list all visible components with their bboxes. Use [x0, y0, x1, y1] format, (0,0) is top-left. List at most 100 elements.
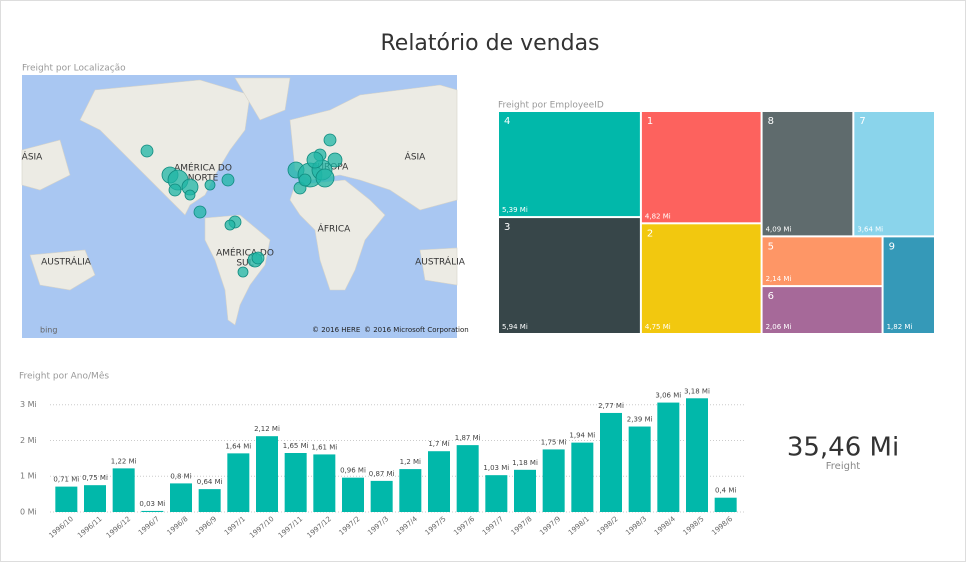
- bar-value-label: 0,4 Mi: [715, 487, 736, 495]
- tile-value: 5,94 Mi: [502, 323, 528, 331]
- bar-value-label: 0,71 Mi: [53, 476, 79, 484]
- bar-value-label: 1,64 Mi: [225, 442, 251, 450]
- bar: [112, 468, 135, 512]
- location-bubble: [221, 173, 235, 187]
- map-logo: bing: [40, 326, 57, 335]
- treemap-tile: [641, 112, 761, 223]
- location-bubble: [315, 168, 335, 188]
- y-tick-label: 1 Mi: [20, 472, 37, 481]
- map-label: ÁFRICA: [318, 223, 352, 235]
- bar-value-label: 0,64 Mi: [197, 478, 223, 486]
- tile-value: 5,39 Mi: [502, 206, 528, 214]
- tile-value: 2,14 Mi: [766, 275, 792, 283]
- bar: [428, 451, 450, 512]
- bar-value-label: 0,03 Mi: [139, 500, 165, 508]
- y-tick-label: 3 Mi: [20, 400, 37, 409]
- card-label: Freight: [826, 461, 861, 472]
- location-bubble: [224, 219, 236, 231]
- bar: [686, 398, 708, 512]
- bar: [141, 510, 164, 512]
- treemap-tile: [883, 237, 934, 333]
- tile-label: 9: [889, 241, 895, 252]
- map-label: AUSTRÁLIA: [41, 256, 92, 268]
- bar: [456, 445, 479, 512]
- map-label: ÁSIA: [22, 151, 44, 163]
- bar: [600, 412, 622, 512]
- tile-label: 4: [504, 116, 510, 127]
- bar: [284, 453, 307, 512]
- location-bubble: [306, 151, 324, 169]
- map-label: AUSTRÁLIA: [415, 256, 466, 268]
- bar-value-label: 2,12 Mi: [254, 425, 280, 433]
- bar: [342, 477, 364, 512]
- continent: [21, 139, 71, 191]
- tile-label: 5: [768, 241, 774, 252]
- tile-label: 6: [768, 291, 774, 302]
- bar: [256, 436, 278, 512]
- tile-value: 3,64 Mi: [857, 225, 883, 233]
- tile-label: 1: [647, 116, 653, 127]
- bar: [198, 489, 221, 512]
- tile-value: 4,75 Mi: [645, 323, 671, 331]
- bar: [55, 486, 78, 512]
- bar-title: Freight por Ano/Mês: [19, 371, 109, 382]
- tile-value: 2,06 Mi: [766, 323, 792, 331]
- tile-value: 1,82 Mi: [887, 323, 913, 331]
- bar-value-label: 1,65 Mi: [283, 442, 309, 450]
- y-tick-label: 2 Mi: [20, 436, 37, 445]
- map-attribution: © 2016 HERE: [312, 326, 360, 334]
- y-tick-label: 0 Mi: [20, 508, 37, 517]
- card-value: 35,46 Mi: [787, 433, 899, 463]
- treemap-tile: [499, 112, 640, 217]
- location-bubble: [140, 144, 154, 158]
- bar: [542, 449, 565, 512]
- bar-value-label: 2,39 Mi: [627, 416, 653, 424]
- bar: [370, 480, 393, 512]
- bar: [628, 426, 651, 512]
- bar-value-label: 1,03 Mi: [483, 464, 509, 472]
- location-bubble: [327, 152, 343, 168]
- continent: [234, 77, 291, 121]
- map-attribution: © 2016 Microsoft Corporation: [364, 326, 469, 334]
- bar: [313, 454, 336, 512]
- bar-value-label: 2,77 Mi: [598, 402, 624, 410]
- location-bubble: [237, 266, 249, 278]
- tile-label: 3: [504, 222, 510, 233]
- bar: [399, 469, 422, 512]
- bar: [514, 469, 536, 512]
- continent: [29, 249, 96, 291]
- report-title: Relatório de vendas: [380, 31, 599, 56]
- bar-value-label: 0,75 Mi: [82, 474, 108, 482]
- bar: [714, 497, 737, 512]
- bar: [84, 485, 106, 512]
- continent: [289, 179, 386, 291]
- tile-label: 2: [647, 228, 653, 239]
- bar: [657, 402, 680, 512]
- treemap-title: Freight por EmployeeID: [498, 101, 604, 111]
- treemap-tile: [499, 218, 640, 333]
- treemap-tile: [854, 112, 934, 236]
- bar-value-label: 0,87 Mi: [369, 470, 395, 478]
- bar-value-label: 1,22 Mi: [111, 457, 137, 465]
- bar-value-label: 1,61 Mi: [311, 443, 337, 451]
- map-label: SUL: [236, 259, 253, 269]
- treemap-tile: [762, 237, 882, 286]
- bar-value-label: 1,18 Mi: [512, 459, 538, 467]
- bar-value-label: 3,18 Mi: [684, 387, 710, 395]
- treemap-tile: [762, 112, 853, 236]
- map-label: ÁSIA: [405, 151, 427, 163]
- bar-value-label: 1,2 Mi: [400, 458, 421, 466]
- location-bubble: [251, 251, 265, 265]
- treemap-tile: [641, 224, 761, 333]
- map: [21, 75, 458, 338]
- continent: [204, 214, 271, 326]
- tile-label: 8: [768, 116, 774, 127]
- bar: [485, 475, 508, 512]
- map-title: Freight por Localização: [22, 64, 126, 74]
- map-label: AMÉRICA DO: [174, 162, 232, 174]
- bar-value-label: 1,87 Mi: [455, 434, 481, 442]
- bar-value-label: 0,8 Mi: [170, 472, 191, 480]
- location-bubble: [204, 179, 216, 191]
- continent: [419, 247, 458, 286]
